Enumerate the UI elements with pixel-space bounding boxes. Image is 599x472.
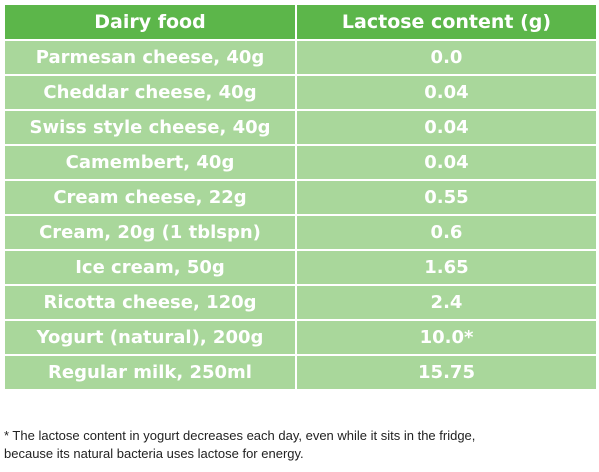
food-cell: Swiss style cheese, 40g — [3, 109, 297, 146]
lactose-cell: 0.0 — [295, 39, 598, 76]
table-row: Ice cream, 50g 1.65 — [3, 249, 598, 286]
table-row: Ricotta cheese, 120g 2.4 — [3, 284, 598, 321]
lactose-table: Dairy food Lactose content (g) Parmesan … — [3, 3, 598, 391]
lactose-cell: 0.04 — [295, 144, 598, 181]
table-row: Cream cheese, 22g 0.55 — [3, 179, 598, 216]
lactose-cell: 0.04 — [295, 74, 598, 111]
table-row: Regular milk, 250ml 15.75 — [3, 354, 598, 391]
footnote: * The lactose content in yogurt decrease… — [4, 427, 596, 463]
food-cell: Parmesan cheese, 40g — [3, 39, 297, 76]
header-lactose-content: Lactose content (g) — [295, 3, 598, 41]
lactose-table-container: Dairy food Lactose content (g) Parmesan … — [3, 3, 598, 391]
table-row: Camembert, 40g 0.04 — [3, 144, 598, 181]
footnote-line-1: * The lactose content in yogurt decrease… — [4, 428, 476, 443]
table-row: Yogurt (natural), 200g 10.0* — [3, 319, 598, 356]
lactose-cell: 1.65 — [295, 249, 598, 286]
lactose-cell: 10.0* — [295, 319, 598, 356]
food-cell: Ricotta cheese, 120g — [3, 284, 297, 321]
lactose-cell: 0.04 — [295, 109, 598, 146]
food-cell: Regular milk, 250ml — [3, 354, 297, 391]
food-cell: Cream cheese, 22g — [3, 179, 297, 216]
food-cell: Cream, 20g (1 tblspn) — [3, 214, 297, 251]
lactose-cell: 0.55 — [295, 179, 598, 216]
header-dairy-food: Dairy food — [3, 3, 297, 41]
food-cell: Ice cream, 50g — [3, 249, 297, 286]
lactose-cell: 0.6 — [295, 214, 598, 251]
table-row: Cheddar cheese, 40g 0.04 — [3, 74, 598, 111]
footnote-line-2: because its natural bacteria uses lactos… — [4, 446, 304, 461]
food-cell: Cheddar cheese, 40g — [3, 74, 297, 111]
table-row: Parmesan cheese, 40g 0.0 — [3, 39, 598, 76]
food-cell: Yogurt (natural), 200g — [3, 319, 297, 356]
food-cell: Camembert, 40g — [3, 144, 297, 181]
lactose-cell: 15.75 — [295, 354, 598, 391]
table-row: Cream, 20g (1 tblspn) 0.6 — [3, 214, 598, 251]
table-header-row: Dairy food Lactose content (g) — [3, 3, 598, 41]
table-row: Swiss style cheese, 40g 0.04 — [3, 109, 598, 146]
lactose-cell: 2.4 — [295, 284, 598, 321]
